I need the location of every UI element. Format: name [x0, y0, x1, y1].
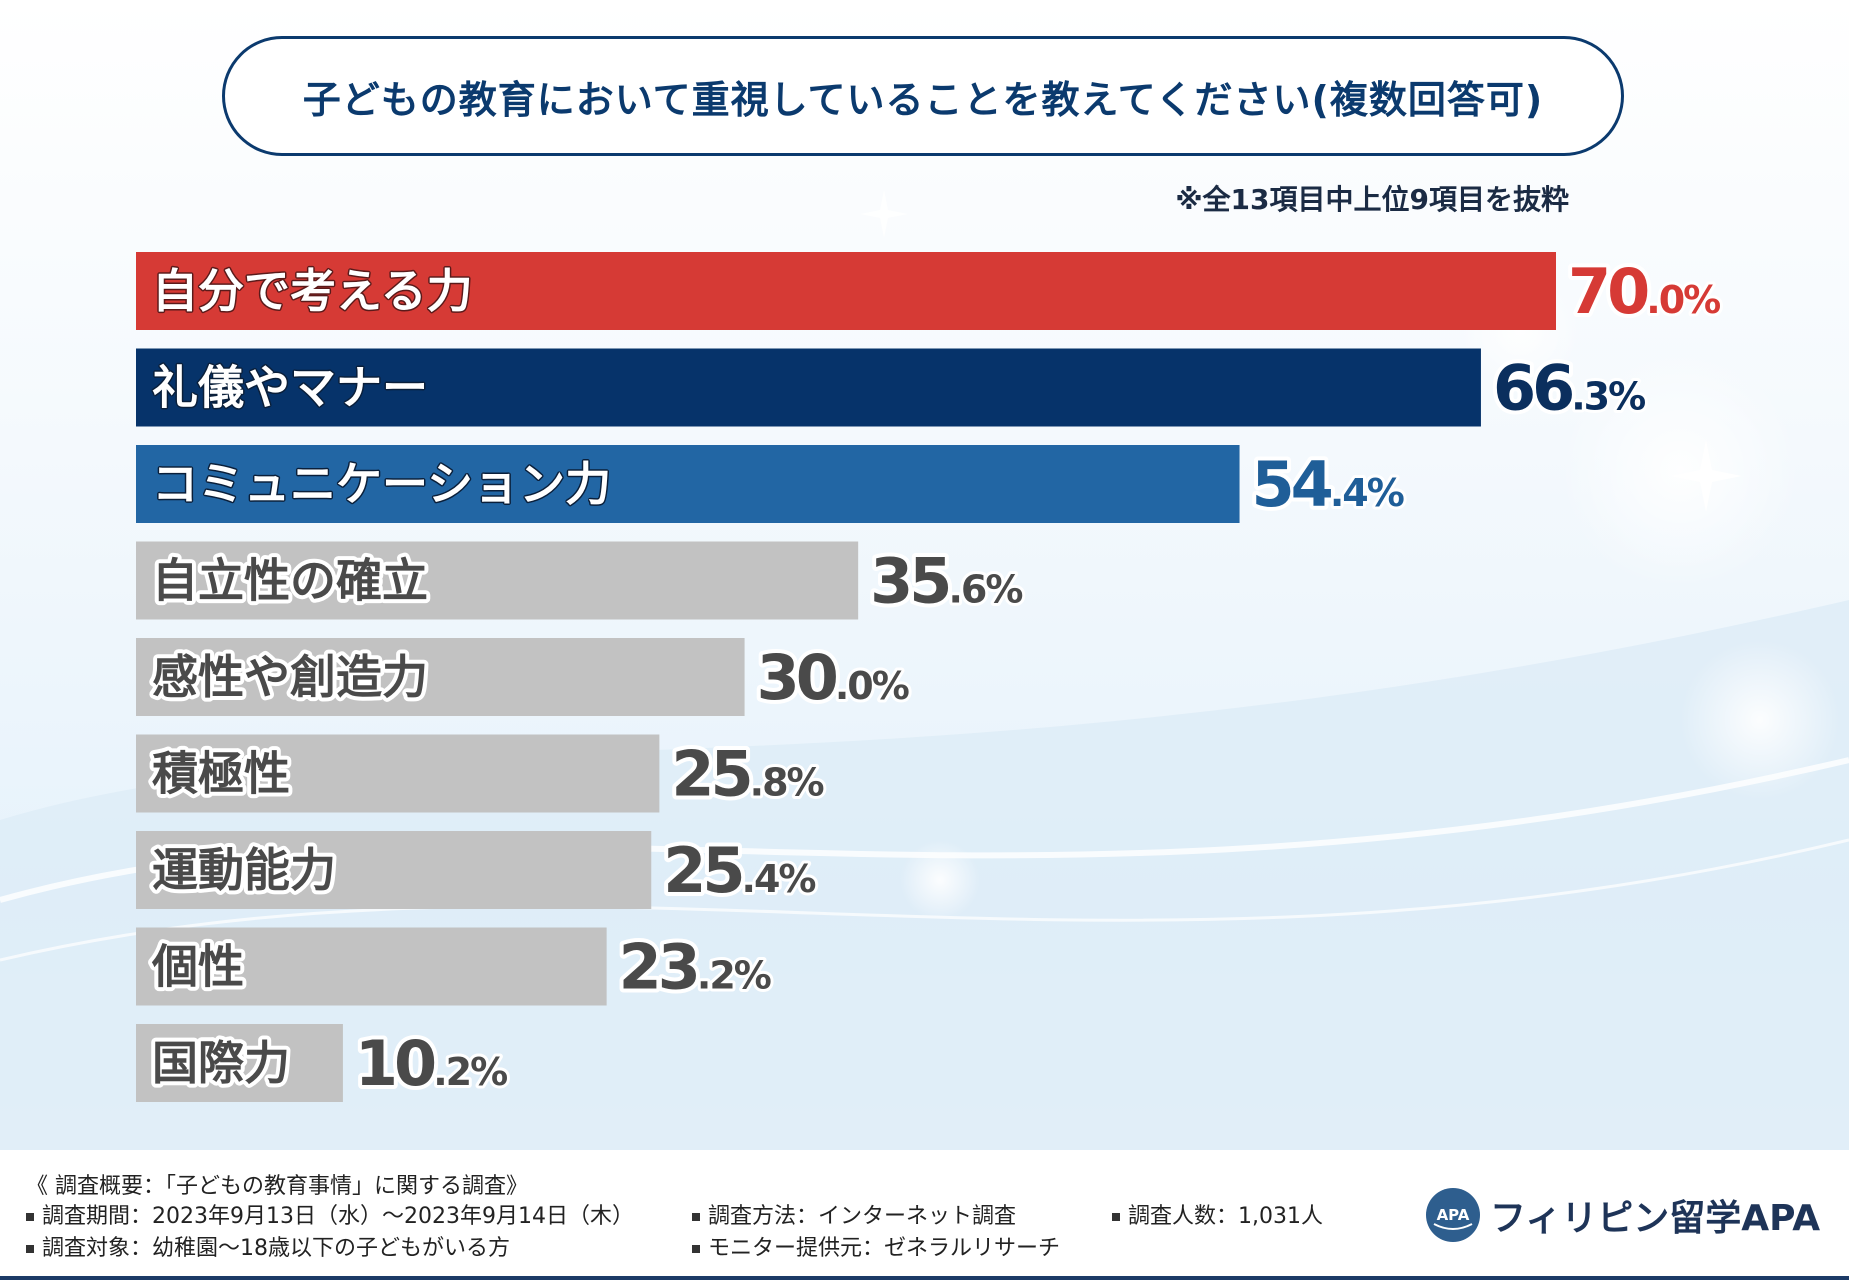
value-label-6: 25.8%: [671, 738, 823, 811]
chart-title: 子どもの教育において重視していることを教えてください(複数回答可): [302, 77, 1544, 122]
value-label-1: 70.0%: [1568, 255, 1720, 328]
value-label-9: 10.2%: [355, 1027, 507, 1100]
note-text: ※全13項目中上位9項目を抜粋: [1175, 183, 1569, 216]
value-label-4: 35.6%: [870, 545, 1022, 618]
bar-label-5: 感性や創造力: [152, 650, 428, 704]
bar-label-3: コミュニケーション力: [152, 457, 611, 511]
bar-9: [136, 1024, 343, 1102]
bar-4: [136, 541, 859, 620]
bar-1: [136, 252, 1556, 330]
footer: 《 調査概要：「子どもの教育事情」に関する調査》 調査期間：2023年9月13日…: [0, 1150, 1849, 1280]
bar-label-8: 個性: [151, 940, 244, 994]
svg-text:APA: APA: [1437, 1206, 1470, 1224]
bar-6: [136, 734, 660, 813]
survey-period: 調査期間：2023年9月13日（水）～2023年9月14日（木）: [26, 1198, 634, 1230]
bar-group-3: コミュニケーション力 54.4%: [136, 444, 1409, 525]
bar-label-1: 自分で考える力: [152, 264, 473, 318]
bar-label-6: 積極性: [152, 747, 290, 801]
bar-group-8: 個性 23.2%: [136, 927, 776, 1008]
survey-target: 調査対象：幼稚園～18歳以下の子どもがいる方: [26, 1230, 510, 1262]
bar-group-9: 国際力 10.2%: [136, 1023, 512, 1104]
bar-7: [136, 831, 652, 909]
bar-group-4: 自立性の確立 35.6%: [136, 541, 1027, 622]
bar-group-6: 積極性 25.8%: [136, 734, 829, 815]
bar-label-2: 礼儀やマナー: [152, 361, 428, 415]
bar-group-2: 礼儀やマナー 66.3%: [136, 348, 1650, 429]
bar-3: [136, 445, 1240, 523]
survey-method: 調査方法：インターネット調査: [692, 1198, 1016, 1230]
bar-group-1: 自分で考える力 70.0%: [136, 251, 1725, 332]
bar-group-5: 感性や創造力 30.0%: [136, 637, 914, 718]
value-label-8: 23.2%: [619, 931, 771, 1004]
apa-logo: APA フィリピン留学APA: [1426, 1188, 1820, 1242]
title-box: 子どもの教育において重視していることを教えてください(複数回答可): [222, 36, 1624, 156]
bar-2: [136, 348, 1481, 427]
bar-group-7: 運動能力 25.4%: [136, 830, 820, 911]
value-label-2: 66.3%: [1493, 352, 1645, 425]
bar-5: [136, 638, 745, 716]
survey-heading: 《 調査概要：「子どもの教育事情」に関する調査》: [26, 1174, 528, 1199]
bar-chart: 自分で考える力 70.0% 礼儀やマナー 66.3% コミュニケーション力 54.4% 自立…: [136, 251, 1725, 1104]
value-label-7: 25.4%: [663, 834, 815, 907]
apa-logo-icon: APA: [1426, 1188, 1480, 1242]
survey-count: 調査人数：1,031人: [1112, 1198, 1323, 1230]
value-label-3: 54.4%: [1252, 448, 1404, 521]
bar-label-4: 自立性の確立: [152, 554, 428, 608]
bar-label-7: 運動能力: [152, 843, 336, 897]
apa-logo-text: フィリピン留学APA: [1490, 1198, 1821, 1239]
survey-provider: モニター提供元：ゼネラルリサーチ: [692, 1230, 1060, 1262]
value-label-5: 30.0%: [757, 641, 909, 714]
bar-8: [136, 927, 607, 1006]
bar-label-9: 国際力: [152, 1036, 290, 1090]
